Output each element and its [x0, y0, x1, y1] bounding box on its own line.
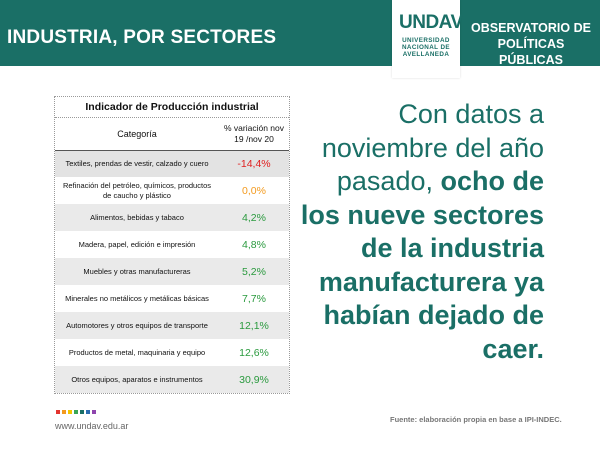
production-table: Indicador de Producción industrial Categ…: [54, 96, 290, 394]
row-value: 5,2%: [242, 265, 266, 278]
statement-normal: Con datos a noviembre del año pasado,: [321, 99, 544, 196]
column-header-category: Categoría: [117, 129, 157, 139]
row-value: 4,2%: [242, 211, 266, 224]
table-row: Otros equipos, aparatos e instrumentos 30…: [55, 366, 289, 393]
observatorio-label: OBSERVATORIO DE POLÍTICAS PÚBLICAS: [465, 20, 597, 68]
brand-dots: [56, 410, 96, 414]
row-category: Otros equipos, aparatos e instrumentos: [71, 374, 203, 384]
logo-mark: UNDAV: [399, 12, 463, 33]
color-dot: [68, 410, 72, 414]
row-value: 12,6%: [239, 346, 269, 359]
row-category: Productos de metal, maquinaria y equipo: [68, 347, 206, 357]
table-row: Madera, papel, edición e impresión 4,8%: [55, 231, 289, 258]
table-header: Categoría % variación nov 19 /nov 20: [55, 118, 289, 151]
statement-text: Con datos a noviembre del año pasado, oc…: [300, 98, 544, 366]
observatorio-line2: POLÍTICAS PÚBLICAS: [497, 37, 565, 67]
table-row: Automotores y otros equipos de transport…: [55, 312, 289, 339]
table-row: Minerales no metálicos y metálicas básic…: [55, 285, 289, 312]
statement-bold: ocho de los nueve sectores de la industr…: [300, 166, 544, 364]
row-value: 4,8%: [242, 238, 266, 251]
row-category: Muebles y otras manufactureras: [83, 266, 191, 276]
color-dot: [80, 410, 84, 414]
color-dot: [74, 410, 78, 414]
table-row: Muebles y otras manufactureras 5,2%: [55, 258, 289, 285]
table-body: Textiles, prendas de vestir, calzado y c…: [55, 151, 289, 393]
row-category: Madera, papel, edición e impresión: [78, 239, 196, 249]
color-dot: [56, 410, 60, 414]
row-category: Minerales no metálicos y metálicas básic…: [65, 293, 209, 303]
row-category: Automotores y otros equipos de transport…: [66, 320, 208, 330]
source-note: Fuente: elaboración propia en base a IPI…: [390, 415, 562, 424]
logo-subtitle: UNIVERSIDAD NACIONAL DE AVELLANEDA: [401, 37, 450, 58]
row-value: 12,1%: [239, 319, 269, 332]
row-value: 30,9%: [239, 373, 269, 386]
table-row: Refinación del petróleo, químicos, produ…: [55, 177, 289, 204]
color-dot: [86, 410, 90, 414]
row-value: -14,4%: [237, 158, 271, 170]
observatorio-line1: OBSERVATORIO DE: [471, 21, 591, 35]
table-row: Textiles, prendas de vestir, calzado y c…: [55, 151, 289, 177]
column-header-value: % variación nov 19 /nov 20: [223, 123, 284, 144]
row-value: 7,7%: [242, 292, 266, 305]
row-category: Alimentos, bebidas y tabaco: [90, 212, 184, 222]
undav-logo: UNDAV UNIVERSIDAD NACIONAL DE AVELLANEDA: [392, 0, 463, 78]
table-row: Alimentos, bebidas y tabaco 4,2%: [55, 204, 289, 231]
website-link[interactable]: www.undav.edu.ar: [55, 421, 129, 431]
header-band: INDUSTRIA, POR SECTORES UNDAV UNIVERSIDA…: [0, 0, 600, 78]
page-title: INDUSTRIA, POR SECTORES: [7, 27, 277, 48]
table-title: Indicador de Producción industrial: [55, 97, 289, 118]
row-value: 0,0%: [242, 184, 266, 197]
color-dot: [92, 410, 96, 414]
row-category: Refinación del petróleo, químicos, produ…: [62, 181, 211, 200]
row-category: Textiles, prendas de vestir, calzado y c…: [65, 159, 209, 169]
color-dot: [62, 410, 66, 414]
table-row: Productos de metal, maquinaria y equipo 1…: [55, 339, 289, 366]
